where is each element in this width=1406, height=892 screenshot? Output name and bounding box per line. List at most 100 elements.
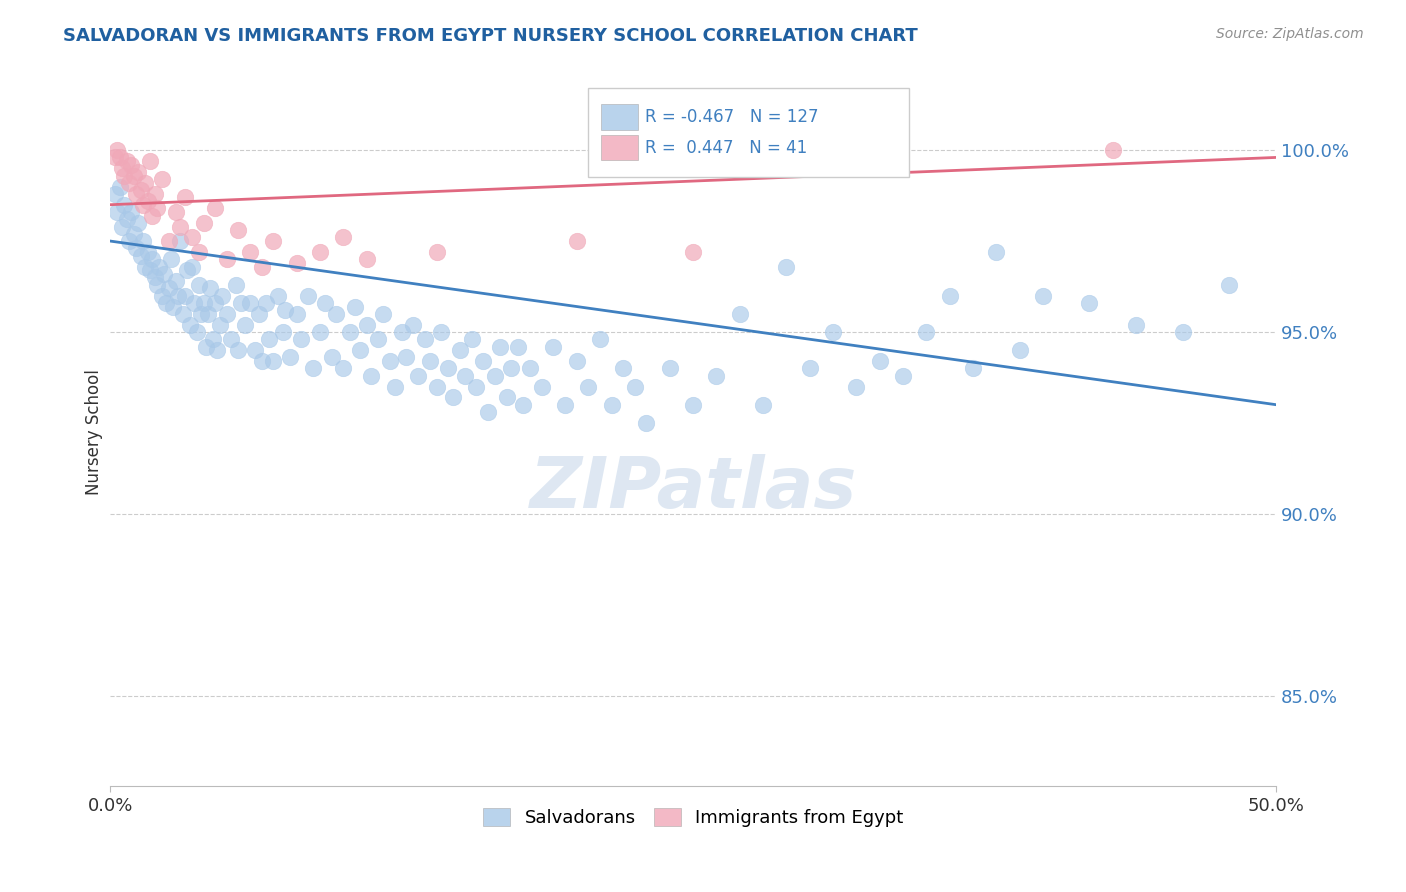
- Point: [204, 296, 226, 310]
- Point: [986, 244, 1008, 259]
- Point: [108, 150, 131, 164]
- Point: [200, 281, 222, 295]
- Point: [360, 368, 382, 383]
- Point: [339, 325, 361, 339]
- Point: [938, 288, 960, 302]
- Point: [962, 361, 984, 376]
- Point: [150, 288, 173, 302]
- Point: [169, 234, 191, 248]
- Y-axis label: Nursery School: Nursery School: [86, 369, 103, 495]
- FancyBboxPatch shape: [600, 135, 638, 161]
- Point: [530, 379, 553, 393]
- Point: [501, 361, 523, 376]
- Point: [460, 332, 482, 346]
- Point: [309, 325, 332, 339]
- Point: [915, 325, 938, 339]
- Point: [229, 296, 252, 310]
- Point: [1078, 296, 1101, 310]
- Point: [139, 154, 162, 169]
- Point: [134, 176, 156, 190]
- Point: [285, 307, 308, 321]
- Point: [728, 307, 751, 321]
- Point: [249, 307, 271, 321]
- Point: [612, 361, 634, 376]
- Point: [869, 354, 891, 368]
- Point: [349, 343, 371, 358]
- Point: [891, 368, 914, 383]
- Point: [589, 332, 612, 346]
- Point: [211, 288, 233, 302]
- Point: [565, 354, 588, 368]
- Point: [682, 244, 704, 259]
- Point: [120, 158, 142, 172]
- Point: [122, 227, 145, 241]
- Point: [132, 234, 155, 248]
- Point: [426, 244, 449, 259]
- Point: [449, 343, 471, 358]
- Point: [146, 277, 169, 292]
- Point: [441, 391, 464, 405]
- Point: [115, 154, 138, 169]
- Point: [139, 263, 162, 277]
- Point: [112, 169, 135, 183]
- Point: [267, 288, 290, 302]
- Point: [314, 296, 336, 310]
- Point: [624, 379, 647, 393]
- Point: [127, 165, 149, 179]
- Point: [477, 405, 499, 419]
- Point: [221, 332, 243, 346]
- Point: [148, 260, 170, 274]
- Point: [157, 281, 180, 295]
- Point: [176, 263, 198, 277]
- Point: [134, 260, 156, 274]
- Point: [430, 325, 453, 339]
- Point: [194, 339, 217, 353]
- Point: [395, 351, 418, 365]
- Point: [112, 197, 135, 211]
- Point: [262, 234, 284, 248]
- Point: [378, 354, 401, 368]
- Point: [1032, 288, 1054, 302]
- Point: [187, 277, 209, 292]
- Point: [565, 234, 588, 248]
- Point: [193, 216, 215, 230]
- Point: [204, 202, 226, 216]
- Point: [309, 244, 332, 259]
- Point: [111, 161, 134, 176]
- Point: [215, 307, 238, 321]
- Point: [658, 361, 681, 376]
- Point: [484, 368, 506, 383]
- Point: [155, 296, 177, 310]
- FancyBboxPatch shape: [600, 104, 638, 130]
- Point: [371, 307, 394, 321]
- Point: [129, 249, 152, 263]
- Point: [136, 244, 159, 259]
- Point: [193, 296, 215, 310]
- Text: SALVADORAN VS IMMIGRANTS FROM EGYPT NURSERY SCHOOL CORRELATION CHART: SALVADORAN VS IMMIGRANTS FROM EGYPT NURS…: [63, 27, 918, 45]
- Point: [391, 325, 413, 339]
- Point: [1101, 143, 1123, 157]
- Point: [104, 150, 127, 164]
- Point: [183, 296, 205, 310]
- Point: [228, 343, 250, 358]
- Point: [600, 398, 623, 412]
- Point: [108, 179, 131, 194]
- Point: [243, 343, 266, 358]
- Point: [752, 398, 775, 412]
- Point: [153, 267, 176, 281]
- Point: [262, 354, 284, 368]
- Point: [201, 332, 224, 346]
- Point: [172, 307, 194, 321]
- Point: [120, 205, 142, 219]
- Point: [706, 368, 728, 383]
- Point: [488, 339, 510, 353]
- Point: [166, 288, 188, 302]
- Point: [228, 223, 250, 237]
- Point: [125, 241, 148, 255]
- Point: [239, 244, 262, 259]
- Point: [453, 368, 475, 383]
- Point: [512, 398, 534, 412]
- Point: [125, 186, 148, 201]
- Point: [118, 234, 141, 248]
- Point: [325, 307, 347, 321]
